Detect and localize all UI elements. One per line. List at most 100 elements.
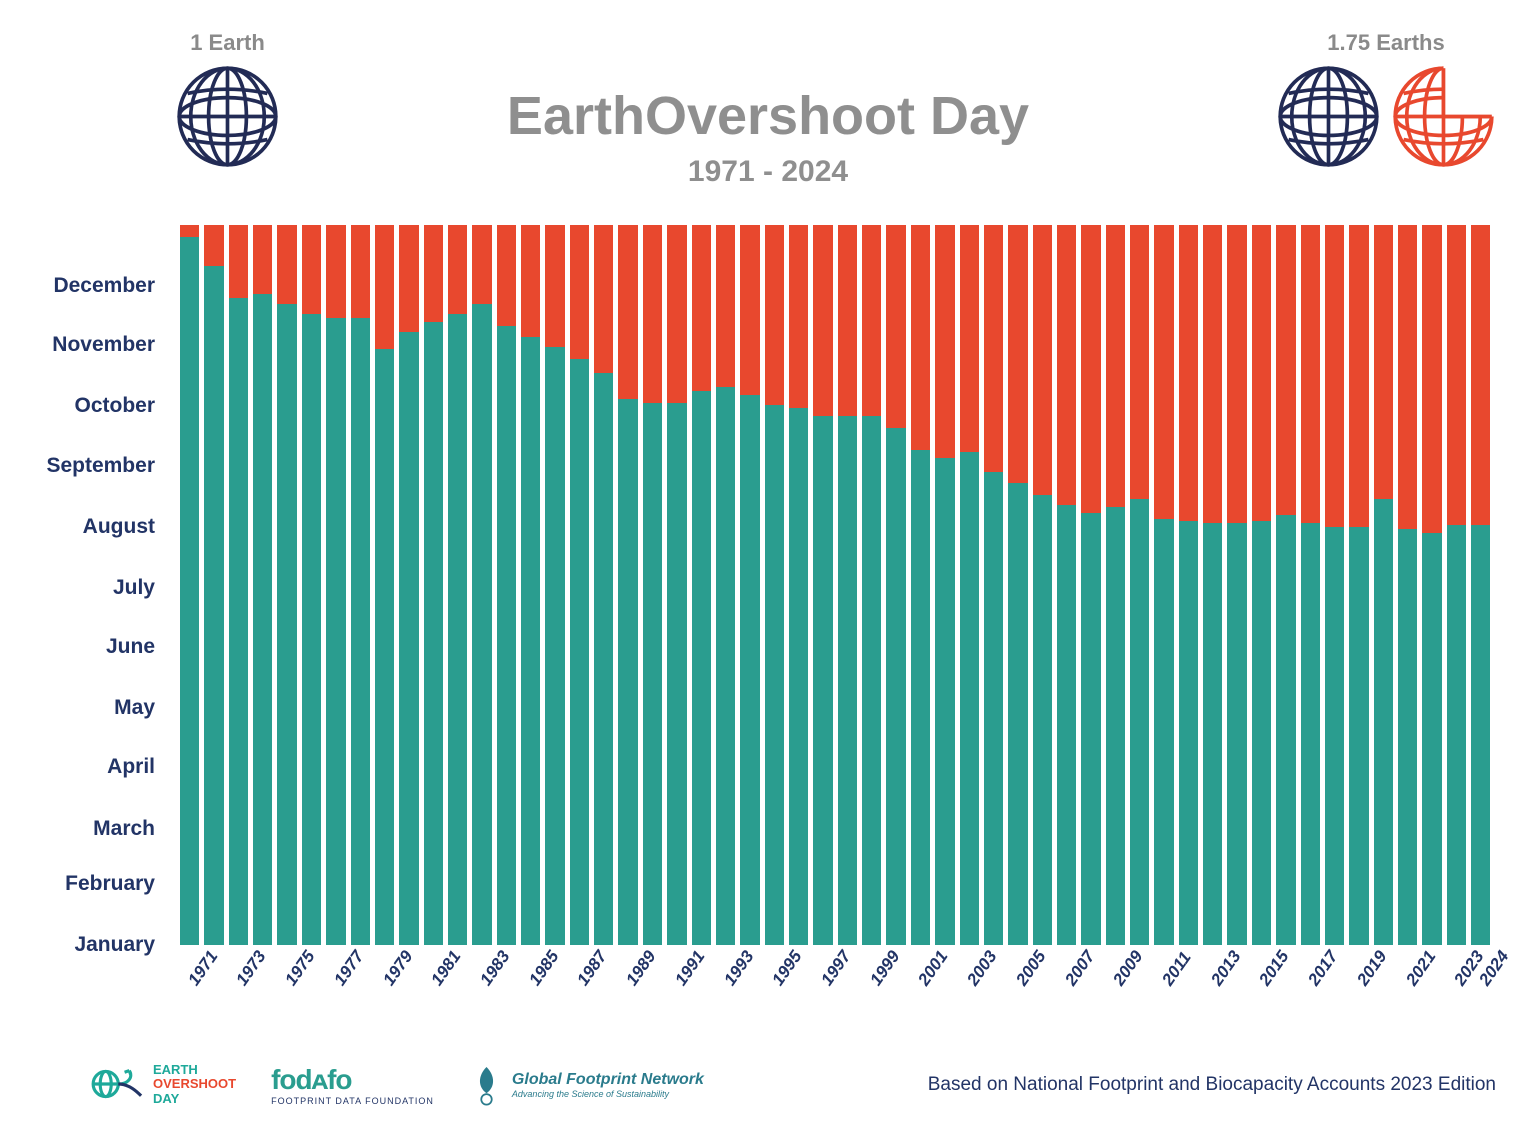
year-bar <box>886 225 905 945</box>
x-axis-label: 1987 <box>574 947 612 989</box>
bar-overshoot <box>302 225 321 314</box>
bar-overshoot <box>545 225 564 347</box>
bar-within <box>1154 519 1173 945</box>
bar-overshoot <box>789 225 808 408</box>
year-bar: 2019 <box>1349 225 1368 945</box>
bar-within <box>911 450 930 945</box>
bar-within <box>1008 483 1027 945</box>
y-axis-label: November <box>52 333 155 357</box>
year-bar <box>1179 225 1198 945</box>
y-axis-label: March <box>93 817 155 841</box>
bar-within <box>472 304 491 945</box>
bar-overshoot <box>1081 225 1100 513</box>
bar-within <box>1106 507 1125 945</box>
year-bar: 2001 <box>911 225 930 945</box>
year-bar: 2024 <box>1471 225 1490 945</box>
year-bar: 1987 <box>570 225 589 945</box>
x-axis-label: 1979 <box>379 947 417 989</box>
bar-overshoot <box>424 225 443 322</box>
attribution-text: Based on National Footprint and Biocapac… <box>928 1074 1496 1096</box>
bar-overshoot <box>1179 225 1198 521</box>
x-axis-label: 1999 <box>866 947 904 989</box>
bar-within <box>351 318 370 945</box>
bar-overshoot <box>1154 225 1173 519</box>
bar-overshoot <box>1422 225 1441 533</box>
x-axis-label: 2021 <box>1402 947 1440 989</box>
year-bar <box>984 225 1003 945</box>
y-axis-label: June <box>106 635 155 659</box>
bar-within <box>229 298 248 945</box>
x-axis-label: 1993 <box>720 947 758 989</box>
bars-container: 1971197319751977197919811983198519871989… <box>180 225 1490 945</box>
year-bar: 2017 <box>1301 225 1320 945</box>
bar-within <box>862 416 881 945</box>
bar-within <box>1179 521 1198 945</box>
bar-overshoot <box>911 225 930 450</box>
bar-within <box>838 416 857 945</box>
bar-overshoot <box>204 225 223 266</box>
year-bar <box>1033 225 1052 945</box>
year-bar <box>740 225 759 945</box>
logo-eod-line1: EARTH <box>153 1063 236 1077</box>
bar-overshoot <box>1033 225 1052 495</box>
year-bar: 2011 <box>1154 225 1173 945</box>
bar-within <box>399 332 418 945</box>
logo-fodafo: fodᴀfo FOOTPRINT DATA FOUNDATION <box>271 1064 434 1106</box>
year-bar <box>594 225 613 945</box>
bar-within <box>1374 499 1393 945</box>
bar-within <box>740 395 759 945</box>
year-bar: 1983 <box>472 225 491 945</box>
page-title: EarthOvershoot Day <box>0 85 1536 147</box>
year-bar <box>643 225 662 945</box>
year-bar: 1995 <box>765 225 784 945</box>
x-axis-label: 2017 <box>1304 947 1342 989</box>
year-bar: 1971 <box>180 225 199 945</box>
year-bar <box>838 225 857 945</box>
bar-within <box>1325 527 1344 945</box>
x-axis-label: 1975 <box>281 947 319 989</box>
page-subtitle: 1971 - 2024 <box>0 155 1536 189</box>
bar-overshoot <box>618 225 637 399</box>
year-bar <box>1374 225 1393 945</box>
bar-overshoot <box>1349 225 1368 527</box>
bar-within <box>253 294 272 945</box>
x-axis-label: 2015 <box>1256 947 1294 989</box>
logo-fodafo-sub: FOOTPRINT DATA FOUNDATION <box>271 1096 434 1106</box>
x-axis-label: 1971 <box>184 947 222 989</box>
bar-overshoot <box>375 225 394 349</box>
bar-within <box>1227 523 1246 945</box>
gfn-logo-icon <box>469 1062 504 1107</box>
logos-group: EARTH OVERSHOOT DAY fodᴀfo FOOTPRINT DAT… <box>90 1062 704 1107</box>
bar-overshoot <box>326 225 345 318</box>
year-bar: 2005 <box>1008 225 1027 945</box>
bar-within <box>692 391 711 945</box>
bar-within <box>716 387 735 945</box>
bar-within <box>643 403 662 945</box>
bar-within <box>1301 523 1320 945</box>
bar-within <box>1471 525 1490 945</box>
year-bar <box>399 225 418 945</box>
bar-within <box>570 359 589 945</box>
year-bar <box>1422 225 1441 945</box>
y-axis-label: January <box>74 933 155 957</box>
bar-overshoot <box>472 225 491 304</box>
bar-overshoot <box>351 225 370 318</box>
bar-overshoot <box>643 225 662 403</box>
bar-overshoot <box>1008 225 1027 483</box>
y-axis-label: September <box>46 454 155 478</box>
bar-overshoot <box>1301 225 1320 523</box>
year-bar: 1975 <box>277 225 296 945</box>
bar-overshoot <box>1057 225 1076 505</box>
year-bar <box>935 225 954 945</box>
bar-overshoot <box>740 225 759 395</box>
footer: EARTH OVERSHOOT DAY fodᴀfo FOOTPRINT DAT… <box>90 1062 1496 1107</box>
bar-within <box>594 373 613 945</box>
x-axis-label: 1973 <box>233 947 271 989</box>
bar-within <box>1033 495 1052 945</box>
year-bar: 1999 <box>862 225 881 945</box>
y-axis-label: May <box>114 696 155 720</box>
y-axis-label: December <box>53 274 155 298</box>
bar-within <box>277 304 296 945</box>
bar-within <box>765 405 784 946</box>
year-bar: 1991 <box>667 225 686 945</box>
